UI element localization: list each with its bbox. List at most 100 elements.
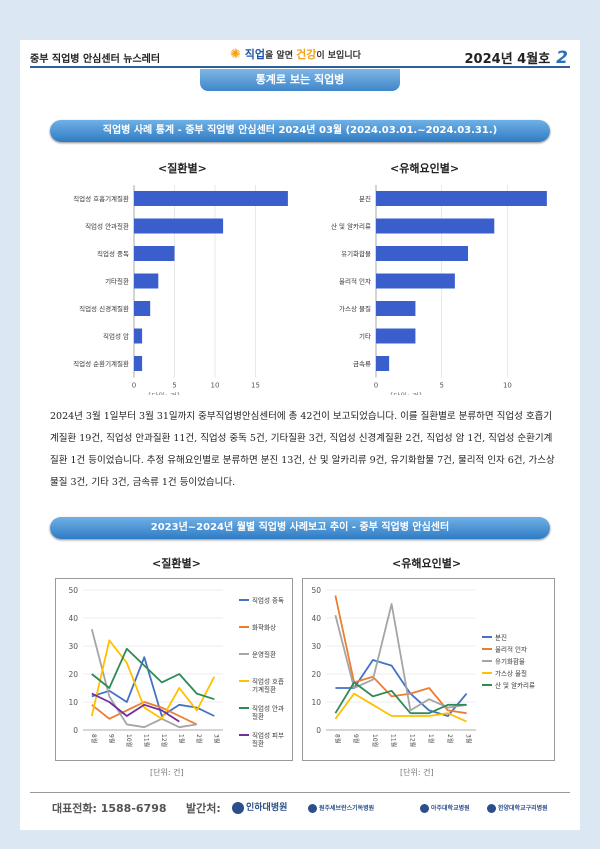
x-tick-label: 0 bbox=[132, 382, 136, 390]
x-tick-label: 8월 bbox=[90, 734, 98, 743]
y-tick-label: 0 bbox=[73, 726, 78, 735]
legend-label: 운영질환 bbox=[252, 650, 276, 659]
slogan-logo: ✺ 직업을 알면 건강이 보입니다 bbox=[230, 46, 361, 62]
x-tick-label: 1월 bbox=[427, 734, 435, 743]
page-number: 2 bbox=[556, 48, 568, 68]
series-line bbox=[90, 639, 216, 720]
legend-label: 유기화합물 bbox=[495, 657, 525, 666]
header-divider bbox=[30, 66, 570, 68]
category-label: 금속류 bbox=[353, 360, 371, 368]
x-tick-label: 1월 bbox=[177, 734, 185, 743]
category-label: 산 및 알카리류 bbox=[331, 222, 371, 231]
bar bbox=[134, 218, 224, 234]
category-label: 물리적 인자 bbox=[339, 277, 371, 286]
bar bbox=[376, 218, 495, 234]
bar bbox=[134, 301, 151, 316]
x-tick-label: 10 bbox=[211, 382, 220, 390]
phone-number: 대표전화: 1588-6798 bbox=[52, 802, 167, 815]
bar bbox=[376, 301, 416, 316]
bar bbox=[376, 328, 416, 344]
y-tick-label: 50 bbox=[311, 586, 321, 595]
section-banner-monthly: 직업병 사례 통계 - 중부 직업병 안심센터 2024년 03월 (2024.… bbox=[50, 120, 550, 142]
chart2-title: <유해요인별> bbox=[390, 162, 460, 175]
y-tick-label: 30 bbox=[311, 642, 321, 651]
hospital-logo-icon bbox=[308, 804, 317, 813]
category-label: 가스상 물질 bbox=[339, 304, 371, 313]
x-tick-label: 3월 bbox=[212, 734, 220, 743]
y-tick-label: 40 bbox=[311, 614, 321, 623]
bar bbox=[134, 191, 288, 206]
x-tick-label: 12월 bbox=[160, 734, 168, 747]
legend-label: 화학화상 bbox=[252, 623, 276, 632]
x-tick-label: 2월 bbox=[446, 734, 454, 743]
bar bbox=[134, 273, 159, 289]
series-line bbox=[334, 692, 467, 723]
y-tick-label: 0 bbox=[316, 726, 321, 735]
hospital-logo-icon bbox=[232, 801, 244, 814]
footer-divider bbox=[30, 792, 570, 793]
category-label: 직업성 중독 bbox=[97, 249, 129, 258]
category-label: 직업성 암 bbox=[103, 332, 129, 341]
category-label: 직업성 순환기계질환 bbox=[73, 359, 129, 368]
slogan-part-a: 직업 bbox=[244, 48, 265, 61]
series-line bbox=[91, 701, 198, 726]
y-tick-label: 10 bbox=[311, 698, 321, 707]
newsletter-title: 중부 직업병 안심센터 뉴스레터 bbox=[30, 54, 161, 65]
section-tab: 통계로 보는 직업병 bbox=[200, 69, 400, 91]
line-chart-hazard-panel bbox=[302, 578, 555, 761]
issue-date: 2024년 4월호 bbox=[464, 52, 551, 67]
hospital-logo-icon bbox=[420, 804, 429, 813]
bar bbox=[134, 356, 143, 371]
line-chart1-unit: [단위: 건] bbox=[150, 768, 184, 777]
legend-label: 산 및 알카리류 bbox=[495, 681, 535, 690]
bar bbox=[376, 356, 390, 371]
bar bbox=[376, 191, 547, 206]
y-tick-label: 10 bbox=[68, 698, 78, 707]
legend-label: 직업성 안과 bbox=[252, 704, 284, 713]
hospital-hanyang: 한양대학교구리병원 bbox=[487, 803, 548, 813]
series-line bbox=[334, 681, 467, 715]
x-tick-label: 8월 bbox=[333, 734, 341, 743]
legend-label: 직업성 중독 bbox=[252, 596, 284, 605]
legend-label: 가스상 물질 bbox=[495, 669, 527, 678]
bar bbox=[376, 246, 468, 261]
x-tick-label: 3월 bbox=[465, 734, 473, 743]
sun-logo-icon: ✺ bbox=[230, 47, 241, 62]
category-label: 분진 bbox=[359, 194, 371, 203]
category-label: 기타 bbox=[359, 332, 371, 341]
x-tick-label: 9월 bbox=[107, 734, 115, 743]
bar bbox=[376, 273, 455, 289]
x-tick-label: 11월 bbox=[390, 734, 398, 747]
line-chart-disease-panel bbox=[55, 578, 293, 761]
summary-paragraph: 2024년 3월 1일부터 3월 31일까지 중부직업병안심센터에 총 42건이… bbox=[50, 411, 555, 488]
category-label: 유기화합물 bbox=[341, 249, 371, 258]
bar bbox=[134, 328, 143, 344]
category-label: 직업성 안과질환 bbox=[85, 222, 129, 231]
x-tick-label: 10월 bbox=[125, 734, 133, 747]
line-chart-disease: 0 10 20 30 40 50 8월 9월 10월 11월 12월 1월 2월 3월 직업성 중독화학화상… bbox=[68, 586, 284, 748]
publisher-label: 발간처: bbox=[186, 802, 221, 815]
section-banner-trend: 2023년~2024년 월별 직업병 사례보고 추이 - 중부 직업병 안심센터 bbox=[50, 517, 550, 539]
slogan-part-c: 건강 bbox=[296, 48, 317, 61]
chart3-title: <질환별> bbox=[152, 557, 201, 570]
series-line bbox=[90, 628, 197, 729]
legend-label: 분진 bbox=[495, 633, 507, 642]
y-tick-label: 20 bbox=[68, 670, 78, 679]
x-tick-label: 2월 bbox=[195, 734, 203, 743]
category-label: 직업성 호흡기계질환 bbox=[73, 194, 129, 203]
x-tick-label: 5 bbox=[439, 382, 443, 390]
y-tick-label: 40 bbox=[68, 614, 78, 623]
x-tick-label: 12월 bbox=[408, 734, 416, 747]
unit-label: [단위: 건] bbox=[390, 391, 422, 396]
x-tick-label: 10 bbox=[503, 382, 512, 390]
legend-label: 물리적 인자 bbox=[495, 645, 527, 654]
category-label: 기타질환 bbox=[105, 277, 129, 286]
chart4-title: <유해요인별> bbox=[392, 557, 462, 570]
series-line bbox=[335, 659, 468, 717]
bar bbox=[134, 246, 175, 261]
y-tick-label: 50 bbox=[68, 586, 78, 595]
legend-label: 직업성 호흡 bbox=[252, 677, 284, 686]
x-tick-label: 15 bbox=[251, 382, 260, 390]
